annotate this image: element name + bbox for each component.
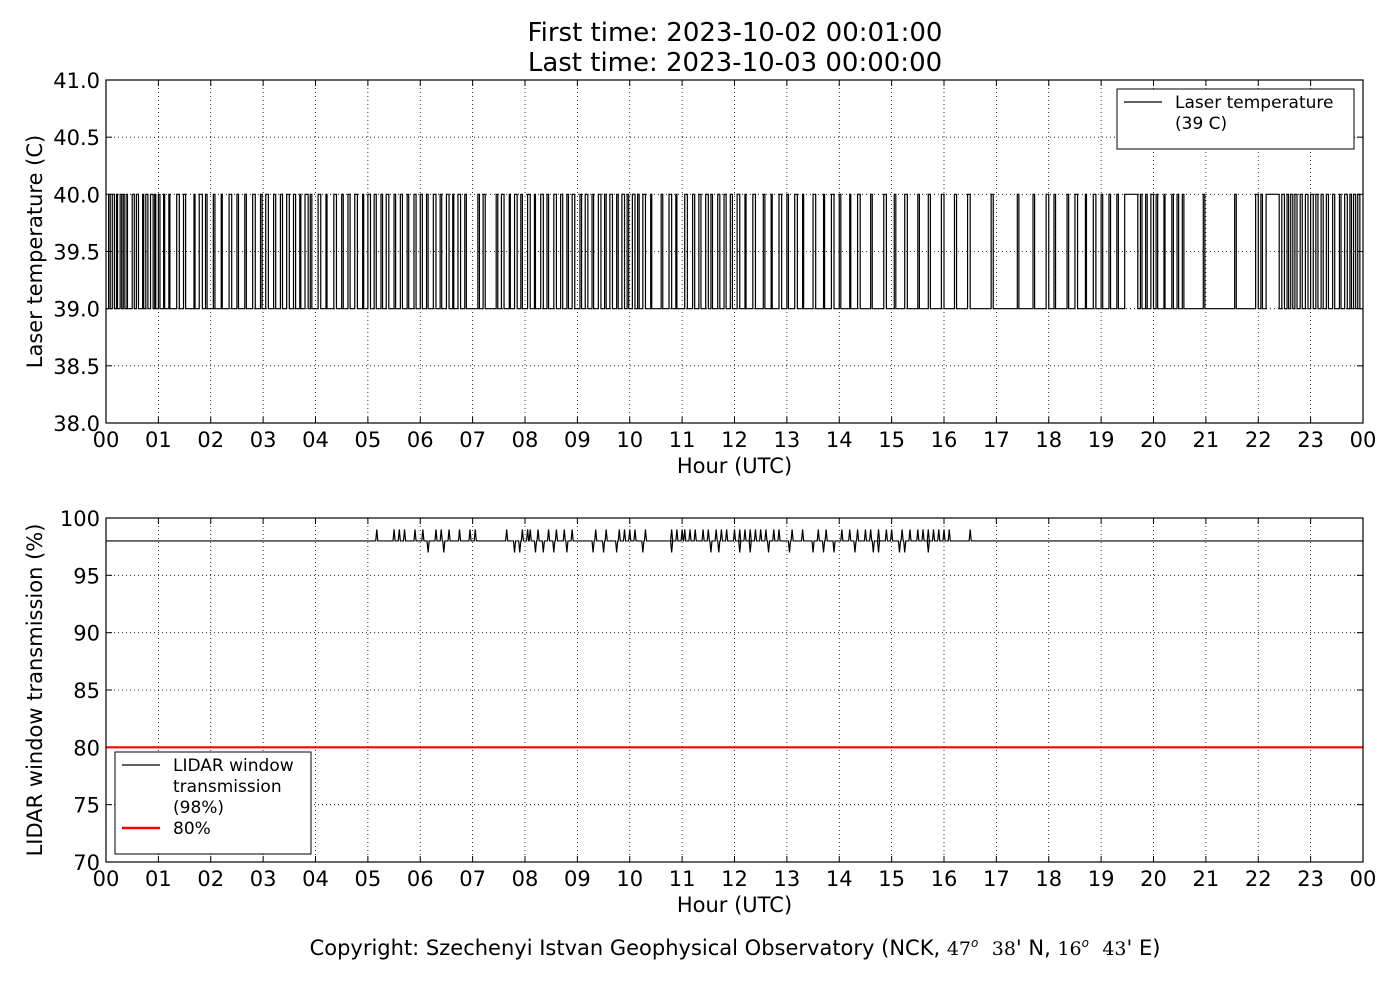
x-tick-label: 09 [564, 428, 591, 452]
latitude-degrees: 47 [946, 938, 972, 960]
y-tick-label: 85 [73, 679, 100, 703]
x-tick-label: 11 [669, 867, 696, 891]
x-tick-label: 13 [774, 867, 801, 891]
longitude-degrees: 16 [1057, 938, 1082, 960]
x-tick-label: 01 [145, 867, 172, 891]
copyright-text: Copyright: Szechenyi Istvan Geophysical … [0, 936, 1400, 960]
chart-1: 00 01 02 03 04 05 06 07 08 09 10 11 12 13 14 15 16 17 18 19… [23, 69, 1376, 478]
y-tick-label: 38.5 [53, 355, 100, 379]
plot-frame [105, 517, 1364, 863]
series-line-1 [106, 193, 1363, 310]
latitude-direction: ' N, [1015, 936, 1058, 960]
chart-title-first-time: First time: 2023-10-02 00:01:00 [527, 18, 943, 48]
x-tick-label: 07 [459, 428, 486, 452]
x-tick-label: 15 [878, 867, 905, 891]
x-tick-label: 23 [1297, 867, 1324, 891]
x-tick-label: 06 [407, 428, 434, 452]
series-line-1 [106, 529, 1363, 553]
y-tick-label: 100 [60, 507, 100, 531]
y-tick-label: 80 [73, 736, 100, 760]
x-tick-label: 00 [93, 867, 120, 891]
x-tick-label: 02 [197, 867, 224, 891]
x-tick-label: 03 [250, 428, 277, 452]
y-tick-label: 39.0 [53, 298, 100, 322]
x-tick-label: 08 [512, 867, 539, 891]
y-tick-label: 38.0 [53, 412, 100, 436]
y-tick-label: 90 [73, 622, 100, 646]
x-tick-label: 00 [1350, 867, 1377, 891]
x-tick-label: 05 [355, 428, 382, 452]
x-tick-label: 18 [1035, 428, 1062, 452]
latitude-minutes: 38 [991, 938, 1016, 960]
y-tick-label: 41.0 [53, 69, 100, 93]
latitude-degree-mark: o [971, 936, 979, 950]
x-tick-label: 00 [93, 428, 120, 452]
x-tick-label: 05 [355, 867, 382, 891]
x-tick-label: 10 [616, 428, 643, 452]
x-tick-label: 19 [1088, 867, 1115, 891]
x-tick-label: 03 [250, 867, 277, 891]
x-tick-label: 20 [1140, 428, 1167, 452]
y-axis-label: LIDAR window transmission (%) [23, 524, 47, 857]
copyright-prefix: Copyright: Szechenyi Istvan Geophysical … [309, 936, 947, 960]
x-tick-label: 21 [1193, 428, 1220, 452]
legend-box [1116, 88, 1355, 150]
x-tick-label: 16 [931, 867, 958, 891]
longitude-direction: ' E) [1126, 936, 1161, 960]
x-tick-label: 04 [302, 428, 329, 452]
x-tick-label: 09 [564, 867, 591, 891]
y-tick-label: 70 [73, 851, 100, 875]
x-tick-label: 19 [1088, 428, 1115, 452]
x-tick-label: 22 [1245, 867, 1272, 891]
x-tick-label: 12 [721, 428, 748, 452]
x-tick-label: 14 [826, 428, 853, 452]
legend-label: 80% [173, 819, 211, 839]
x-tick-label: 13 [774, 428, 801, 452]
y-tick-label: 75 [73, 794, 100, 818]
x-tick-label: 04 [302, 867, 329, 891]
x-axis-label: Hour (UTC) [677, 893, 792, 917]
x-tick-label: 00 [1350, 428, 1377, 452]
y-tick-label: 40.0 [53, 183, 100, 207]
legend-label: LIDAR window [173, 756, 294, 776]
chart-title-last-time: Last time: 2023-10-03 00:00:00 [527, 48, 943, 78]
x-tick-label: 22 [1245, 428, 1272, 452]
x-tick-label: 14 [826, 867, 853, 891]
x-tick-label: 17 [983, 867, 1010, 891]
x-tick-label: 01 [145, 428, 172, 452]
y-tick-label: 40.5 [53, 126, 100, 150]
legend-box [114, 751, 312, 855]
y-axis-label: Laser temperature (C) [23, 135, 47, 368]
y-tick-label: 95 [73, 564, 100, 588]
x-tick-label: 23 [1297, 428, 1324, 452]
x-tick-label: 21 [1193, 867, 1220, 891]
legend: Laser temperature(39 C) [1116, 88, 1355, 150]
x-axis-label: Hour (UTC) [677, 454, 792, 478]
x-tick-label: 18 [1035, 867, 1062, 891]
x-tick-label: 06 [407, 867, 434, 891]
longitude-degree-mark: o [1081, 936, 1089, 950]
legend-label: transmission [173, 777, 282, 797]
x-tick-label: 08 [512, 428, 539, 452]
x-tick-label: 15 [878, 428, 905, 452]
x-tick-label: 12 [721, 867, 748, 891]
x-tick-label: 11 [669, 428, 696, 452]
legend-label: (39 C) [1175, 114, 1227, 134]
x-tick-label: 17 [983, 428, 1010, 452]
legend-label: Laser temperature [1175, 93, 1333, 113]
x-tick-label: 07 [459, 867, 486, 891]
legend-label: (98%) [173, 798, 224, 818]
x-tick-label: 10 [616, 867, 643, 891]
plot-frame [105, 79, 1364, 424]
x-tick-label: 20 [1140, 867, 1167, 891]
longitude-minutes: 43 [1102, 938, 1127, 960]
chart-2: 00 01 02 03 04 05 06 07 08 09 10 11 12 13 14 15 16 17 18 19… [23, 507, 1376, 917]
x-tick-label: 16 [931, 428, 958, 452]
x-tick-label: 02 [197, 428, 224, 452]
y-tick-label: 39.5 [53, 241, 100, 265]
